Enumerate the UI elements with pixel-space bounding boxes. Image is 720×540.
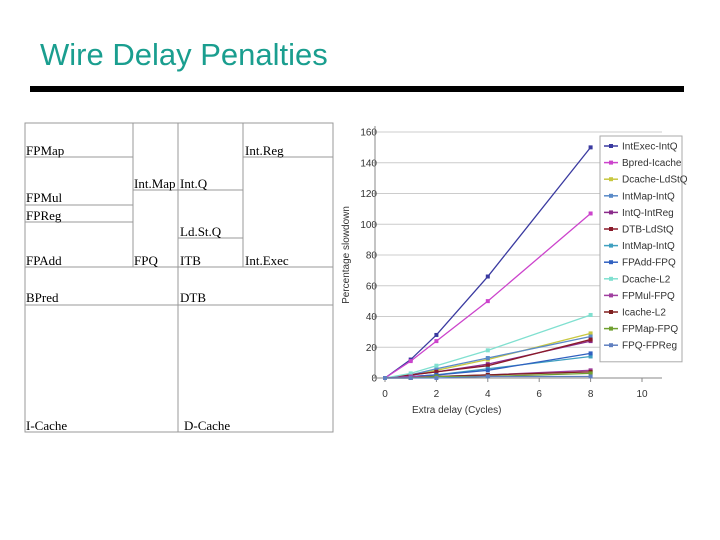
point	[588, 374, 593, 379]
legend-label: IntQ-IntReg	[622, 208, 674, 219]
point	[588, 351, 593, 356]
legend-marker	[609, 293, 613, 298]
point	[588, 331, 593, 336]
y-tick-label: 0	[371, 374, 377, 385]
point	[408, 376, 413, 380]
point	[588, 211, 593, 216]
unit-label: FPReg	[26, 208, 62, 223]
point	[434, 366, 439, 371]
x-tick-label: 8	[588, 389, 594, 400]
legend-marker	[609, 144, 613, 148]
point	[485, 274, 490, 279]
legend-marker	[609, 343, 613, 348]
unit-label: BPred	[26, 290, 59, 305]
legend-marker	[609, 210, 613, 215]
unit-label: FPMap	[26, 143, 64, 158]
legend-label: FPMap-FPQ	[622, 324, 678, 335]
point	[434, 339, 439, 344]
y-tick-label: 100	[360, 220, 377, 231]
y-tick-label: 80	[366, 251, 378, 262]
unit-label: FPMul	[26, 190, 63, 205]
unit-label: Int.Reg	[245, 143, 284, 158]
legend-label: DTB-LdStQ	[622, 225, 674, 236]
point	[434, 332, 439, 337]
unit-label: DTB	[180, 290, 206, 305]
legend-label: Bpred-Icache	[622, 158, 682, 169]
point	[588, 337, 593, 342]
legend-label: Dcache-L2	[622, 274, 671, 285]
unit-label: ITB	[180, 253, 201, 268]
y-tick-label: 20	[366, 343, 378, 354]
y-axis-label: Percentage slowdown	[341, 206, 352, 304]
slide-title: Wire Delay Penalties	[40, 37, 328, 72]
legend-label: FPMul-FPQ	[622, 291, 675, 302]
point	[588, 145, 593, 150]
point	[485, 368, 490, 373]
legend-marker	[609, 243, 613, 248]
y-tick-label: 120	[360, 189, 377, 200]
x-tick-label: 2	[434, 389, 440, 400]
point	[485, 374, 490, 379]
legend-marker	[609, 193, 613, 198]
legend-label: IntExec-IntQ	[622, 142, 678, 153]
legend-label: Icache-L2	[622, 308, 666, 319]
point	[588, 312, 593, 317]
unit-label: I-Cache	[26, 418, 67, 433]
legend-marker	[609, 227, 613, 231]
legend-marker	[609, 326, 613, 331]
legend-marker	[609, 310, 613, 314]
x-axis-label: Extra delay (Cycles)	[412, 405, 501, 416]
unit-label: Int.Q	[180, 176, 208, 191]
point	[588, 371, 593, 376]
y-tick-label: 40	[366, 312, 378, 323]
point	[485, 356, 490, 361]
point	[485, 299, 490, 304]
legend-marker	[609, 177, 613, 182]
x-tick-label: 10	[636, 389, 648, 400]
point	[485, 363, 490, 368]
floorplan-border	[24, 122, 334, 433]
title-bar	[30, 86, 684, 92]
point	[434, 376, 439, 380]
x-tick-label: 0	[382, 389, 388, 400]
unit-label: Int.Map	[134, 176, 176, 191]
point	[408, 371, 413, 376]
legend-marker	[609, 160, 613, 165]
legend-label: Dcache-LdStQ	[622, 175, 688, 186]
legend-box	[599, 135, 683, 363]
y-tick-label: 60	[366, 281, 378, 292]
unit-label: FPAdd	[26, 253, 62, 268]
unit-label: FPQ	[134, 253, 158, 268]
point	[434, 363, 439, 368]
unit-label: Int.Exec	[245, 253, 289, 268]
legend-label: IntMap-IntQ	[622, 191, 675, 202]
point	[588, 334, 593, 339]
point	[383, 376, 387, 380]
floorplan: FPMap Int.Reg Int.Map Int.Q FPMul FPReg …	[24, 122, 334, 433]
unit-label: Ld.St.Q	[180, 224, 222, 239]
y-tick-label: 140	[360, 158, 377, 169]
legend-marker	[609, 276, 613, 281]
legend-label: FPQ-FPReg	[622, 341, 677, 352]
unit-label: D-Cache	[184, 418, 230, 433]
point	[485, 348, 490, 353]
y-tick-label: 160	[360, 128, 377, 139]
legend-label: FPAdd-FPQ	[622, 258, 676, 269]
x-tick-label: 6	[536, 389, 542, 400]
series-line	[384, 212, 592, 379]
point	[588, 354, 593, 359]
point	[434, 369, 439, 374]
point	[408, 359, 413, 364]
x-tick-label: 4	[485, 389, 491, 400]
legend-marker	[609, 260, 613, 265]
chart: Extra delay (Cycles) Percentage slowdown…	[341, 126, 688, 416]
legend-label: IntMap-IntQ	[622, 241, 675, 252]
